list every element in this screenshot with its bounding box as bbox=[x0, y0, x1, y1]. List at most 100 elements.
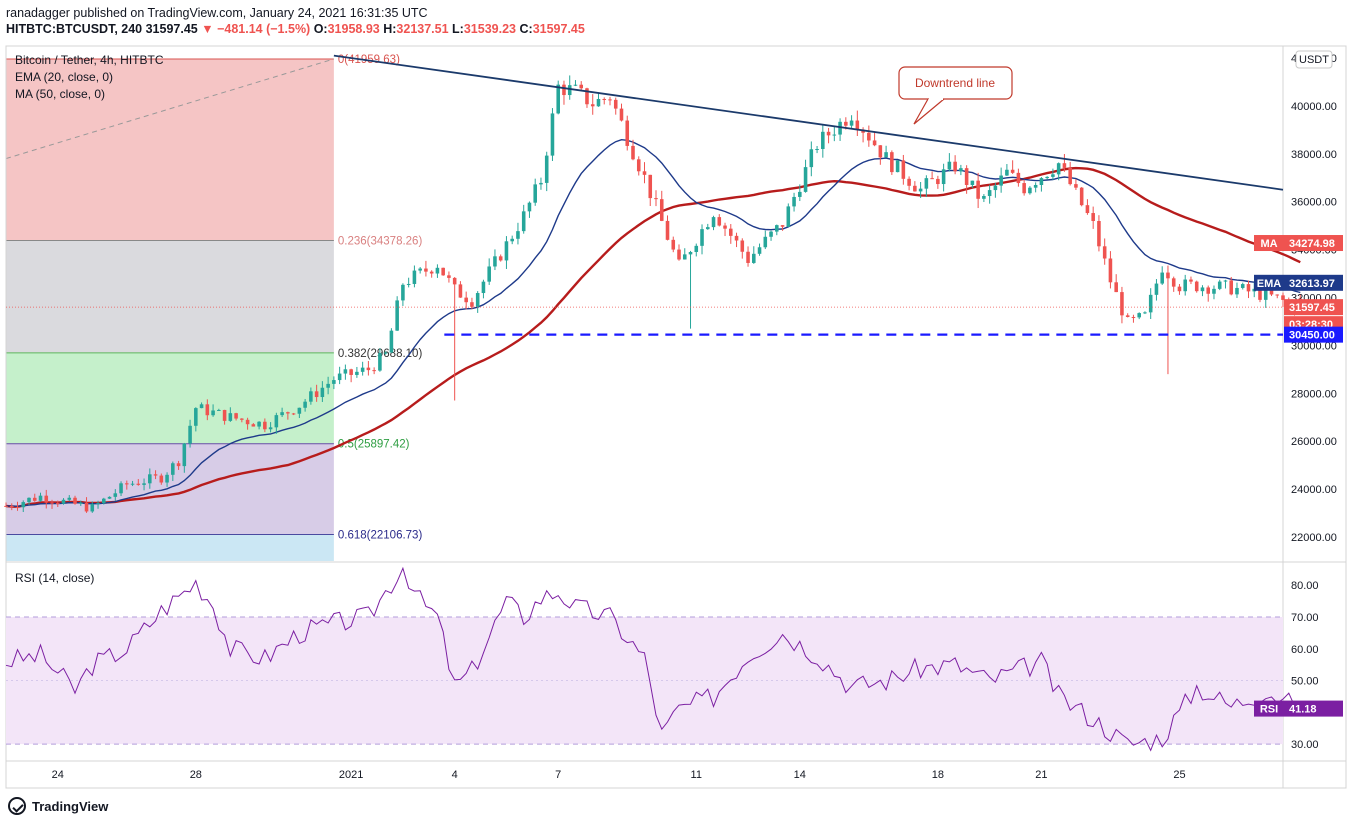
candle-body bbox=[1016, 172, 1021, 184]
EMA-badge-box bbox=[1284, 274, 1343, 291]
candle-body bbox=[1143, 312, 1147, 314]
candle bbox=[55, 500, 60, 508]
candle-body bbox=[240, 418, 244, 420]
candle-body bbox=[27, 497, 31, 503]
price-tick-label: 30000.00 bbox=[1291, 340, 1337, 352]
candle-body bbox=[763, 236, 768, 248]
downtrend-callout[interactable]: Downtrend line bbox=[898, 66, 1013, 125]
candle bbox=[918, 181, 923, 198]
candle-body bbox=[970, 180, 975, 185]
candle-body bbox=[90, 504, 95, 512]
candle bbox=[1045, 176, 1049, 180]
candle-body bbox=[165, 474, 169, 483]
candle bbox=[1143, 311, 1147, 315]
candle-body bbox=[1079, 187, 1084, 206]
candle-body bbox=[527, 202, 532, 212]
candle bbox=[1275, 294, 1280, 299]
candle-body bbox=[1223, 280, 1228, 282]
candle-body bbox=[1166, 272, 1170, 279]
candle bbox=[752, 246, 756, 264]
ma-50-path bbox=[5, 166, 1301, 509]
candle-body bbox=[1010, 169, 1015, 173]
candle-body bbox=[130, 483, 135, 485]
downtrend-label: Downtrend line bbox=[915, 76, 995, 90]
candle bbox=[1125, 313, 1130, 318]
candle-body bbox=[4, 505, 8, 507]
candle-body bbox=[326, 383, 330, 388]
candle bbox=[268, 422, 273, 433]
candle-body bbox=[596, 98, 601, 107]
candle bbox=[303, 398, 307, 412]
ma-legend[interactable]: MA (50, close, 0) bbox=[15, 87, 105, 101]
support-badge-box bbox=[1284, 326, 1343, 343]
candle bbox=[274, 412, 279, 434]
candle bbox=[803, 159, 808, 193]
candle-body bbox=[573, 84, 578, 86]
downtrend-line bbox=[333, 54, 1284, 191]
candle-body bbox=[487, 266, 491, 282]
candle bbox=[642, 162, 647, 184]
usdt-currency-tag[interactable]: USDT bbox=[1295, 50, 1333, 69]
candle-body bbox=[786, 206, 791, 227]
fib-zone-0.382 bbox=[6, 352, 334, 444]
candle bbox=[337, 366, 342, 385]
candle bbox=[740, 238, 745, 259]
candle-body bbox=[171, 463, 175, 475]
candle bbox=[1189, 276, 1193, 285]
ema-legend[interactable]: EMA (20, close, 0) bbox=[15, 70, 113, 84]
candle-body bbox=[838, 121, 842, 135]
candle bbox=[401, 283, 405, 306]
candle bbox=[142, 478, 146, 491]
candle-body bbox=[1212, 288, 1216, 294]
candle-body bbox=[533, 184, 537, 203]
candle bbox=[924, 175, 929, 198]
candle-body bbox=[78, 502, 83, 504]
time-tick-label: 28 bbox=[190, 769, 202, 781]
candle bbox=[539, 177, 543, 190]
rsi-legend[interactable]: RSI (14, close) bbox=[15, 571, 94, 585]
candle bbox=[867, 125, 871, 147]
candle-body bbox=[73, 497, 77, 504]
candle-body bbox=[711, 217, 716, 228]
candle-body bbox=[355, 371, 359, 375]
candle bbox=[199, 402, 204, 409]
candle-body bbox=[625, 120, 630, 146]
candle-body bbox=[424, 268, 428, 272]
candle bbox=[32, 493, 37, 502]
candle-body bbox=[1102, 246, 1107, 259]
candle-body bbox=[1033, 184, 1038, 188]
candle-body bbox=[924, 178, 929, 189]
candle-body bbox=[723, 225, 727, 229]
candle bbox=[194, 407, 198, 432]
candle-body bbox=[199, 404, 204, 409]
candle-body bbox=[286, 412, 290, 414]
candle-body bbox=[343, 369, 348, 374]
candle-body bbox=[878, 145, 883, 158]
candle bbox=[659, 190, 664, 222]
candle-body bbox=[844, 121, 848, 126]
candle-body bbox=[102, 498, 106, 504]
price-axis[interactable]: 42000.0040000.0038000.0036000.0034000.00… bbox=[1291, 53, 1337, 544]
candle bbox=[1033, 182, 1038, 193]
candle bbox=[619, 103, 624, 122]
candle bbox=[521, 204, 526, 234]
candle bbox=[1097, 215, 1101, 252]
candle-body bbox=[982, 196, 986, 199]
candle-body bbox=[314, 391, 319, 398]
time-axis[interactable]: 24 28 2021 4 7 11 14 18 21 25 bbox=[52, 769, 1186, 781]
candle bbox=[234, 412, 238, 421]
fib-label-0.5: 0.5(25897.42) bbox=[338, 439, 410, 451]
candle bbox=[1074, 179, 1078, 190]
candle-body bbox=[21, 502, 26, 508]
candle bbox=[240, 418, 244, 423]
candle bbox=[746, 246, 750, 267]
time-tick-label: 14 bbox=[794, 769, 806, 781]
price-tick-label: 38000.00 bbox=[1291, 149, 1337, 161]
candle-body bbox=[452, 277, 457, 285]
candle bbox=[1108, 251, 1113, 289]
candle-body bbox=[309, 391, 313, 402]
candlesticks bbox=[4, 75, 1303, 513]
candle bbox=[332, 376, 336, 390]
candle bbox=[464, 291, 468, 310]
